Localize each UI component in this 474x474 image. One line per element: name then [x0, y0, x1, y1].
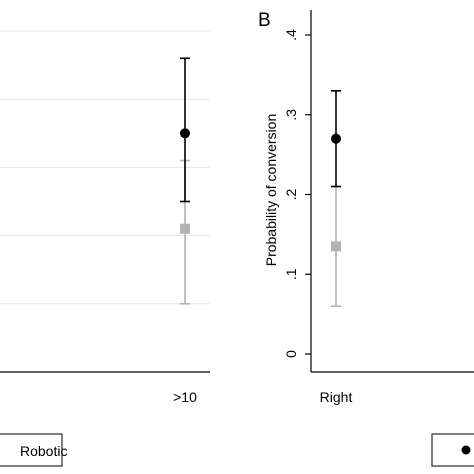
panel-a-gridlines	[0, 30, 210, 305]
panel-a-legend-label: Robotic	[20, 443, 67, 459]
panel-b-series-0-point	[331, 133, 341, 144]
panel-b-y-tick-label: .3	[283, 109, 299, 121]
panel-b-legend	[431, 433, 474, 467]
panel-a-x-tick-label: >10	[173, 389, 197, 405]
panel-b-y-tick-label: .2	[283, 188, 299, 200]
panel-a-marks	[180, 57, 190, 305]
panel-b-series-1-point	[331, 241, 341, 252]
panel-b-marks	[331, 90, 341, 307]
panel-b-y-tick-label: .1	[283, 268, 299, 280]
panel-a: >10 Robotic	[0, 30, 210, 467]
panel-a-series-1-point	[180, 223, 190, 234]
panel-b-y-tick-label: 0	[283, 350, 299, 358]
panel-a-series-0-point	[180, 128, 190, 139]
panel-b-y-axis-label: Probability of conversion	[263, 114, 279, 267]
panel-b-y-ticks: 0 .1 .2 .3 .4	[283, 29, 311, 358]
panel-b: B 0 .1 .2 .3 .4 Probability of conversion Ri…	[258, 10, 474, 467]
panel-b-x-tick-label: Right	[320, 389, 353, 405]
panel-b-legend-marker	[461, 445, 471, 455]
panel-b-y-tick-label: .4	[283, 29, 299, 41]
panel-a-legend-box	[0, 433, 63, 467]
panel-a-legend: Robotic	[0, 433, 67, 467]
panel-b-letter: B	[258, 10, 271, 31]
